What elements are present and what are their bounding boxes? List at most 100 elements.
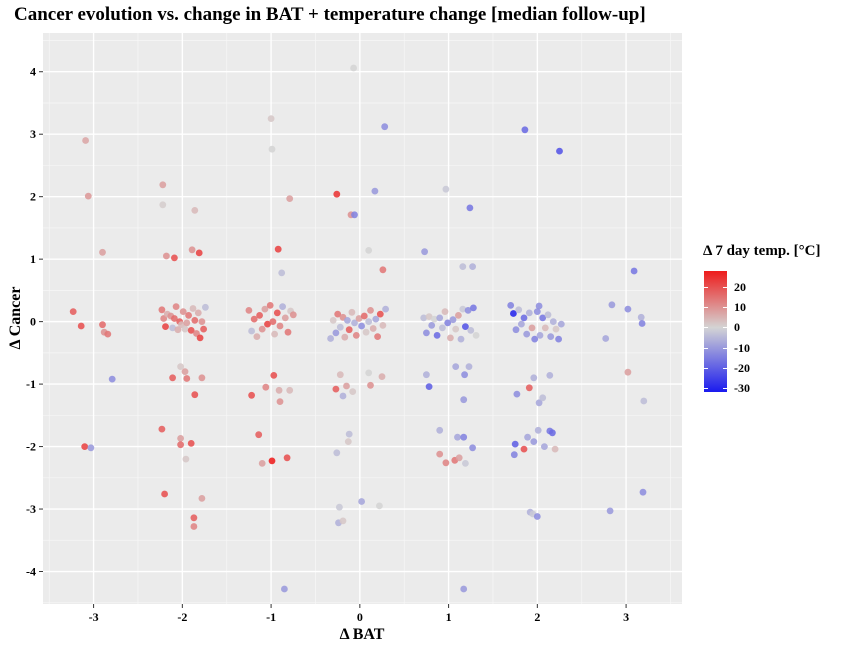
data-point <box>362 328 370 336</box>
data-point <box>183 375 191 382</box>
data-point <box>513 390 521 398</box>
data-point <box>452 325 460 333</box>
data-point <box>281 314 289 322</box>
x-tick-label: -1 <box>266 610 276 624</box>
x-tick-label: -2 <box>177 610 187 624</box>
data-point <box>433 332 441 339</box>
data-point <box>77 322 85 330</box>
data-point <box>202 303 209 311</box>
data-point <box>284 328 292 336</box>
data-point <box>455 454 463 462</box>
y-tick-label: 0 <box>30 315 36 329</box>
data-point <box>159 201 167 209</box>
data-point <box>250 315 258 323</box>
data-point <box>452 363 460 370</box>
data-point <box>269 318 277 325</box>
data-point <box>459 263 467 270</box>
data-point <box>185 312 193 319</box>
data-point <box>255 431 263 439</box>
data-point <box>467 327 475 334</box>
data-point <box>276 398 284 405</box>
data-point <box>344 317 351 324</box>
data-point <box>549 318 557 325</box>
data-point <box>169 374 177 382</box>
data-point <box>638 320 646 327</box>
data-point <box>339 517 347 525</box>
data-point <box>271 330 278 338</box>
data-point <box>521 126 529 134</box>
legend-tick-label: 20 <box>734 280 746 295</box>
data-point <box>525 384 533 392</box>
data-point <box>523 330 531 338</box>
data-point <box>371 187 379 195</box>
data-point <box>191 207 199 214</box>
x-axis-title: Δ BAT <box>340 626 385 643</box>
data-point <box>420 314 428 322</box>
legend-tick-label: 10 <box>734 300 746 315</box>
data-point <box>376 502 383 510</box>
data-point <box>69 308 77 315</box>
data-point <box>381 123 389 131</box>
data-point <box>286 195 294 203</box>
data-point <box>378 373 386 380</box>
data-point <box>190 514 198 522</box>
data-point <box>177 441 185 449</box>
data-point <box>198 495 206 502</box>
data-point <box>350 64 357 72</box>
data-point <box>333 190 341 198</box>
data-point <box>535 302 543 310</box>
y-tick-label: -1 <box>26 377 36 391</box>
data-point <box>336 323 344 331</box>
data-point <box>376 310 384 318</box>
legend-tick-mark <box>704 327 708 329</box>
y-tick-label: 4 <box>30 65 36 79</box>
data-point <box>436 426 444 434</box>
data-point <box>82 137 89 144</box>
data-point <box>84 192 92 200</box>
data-point <box>172 303 180 310</box>
data-point <box>352 332 360 339</box>
data-point <box>510 451 518 459</box>
data-point <box>640 397 648 405</box>
data-point <box>187 327 195 334</box>
legend-tick-mark <box>704 307 708 309</box>
data-point <box>248 327 256 335</box>
data-point <box>81 443 89 450</box>
data-point <box>161 490 169 498</box>
data-point <box>182 455 190 463</box>
data-point <box>158 425 166 433</box>
legend-tick-mark <box>704 387 708 389</box>
data-point <box>608 301 616 309</box>
data-point <box>281 585 288 593</box>
data-point <box>469 263 476 270</box>
data-point <box>512 326 520 334</box>
data-point <box>329 317 337 324</box>
data-point <box>556 147 563 155</box>
data-point <box>286 386 294 394</box>
data-point <box>345 430 353 438</box>
data-point <box>177 363 185 370</box>
legend-tick-mark <box>723 327 727 329</box>
data-point <box>264 320 271 328</box>
legend-tick-label: -10 <box>734 340 750 355</box>
data-point <box>270 372 278 379</box>
data-point <box>276 322 284 330</box>
data-point <box>455 312 462 319</box>
legend-tick-mark <box>723 307 727 309</box>
data-point <box>181 368 189 375</box>
data-point <box>470 304 477 312</box>
data-point <box>539 394 547 402</box>
data-point <box>551 445 559 453</box>
data-point <box>262 383 270 391</box>
data-point <box>510 310 517 317</box>
data-point <box>87 444 95 452</box>
y-axis-title: Δ Cancer <box>7 287 24 350</box>
y-axis-ticks: -4 -3 -2 -1 0 1 2 3 4 <box>26 65 43 579</box>
data-point <box>339 392 347 400</box>
data-point <box>421 248 428 256</box>
data-point <box>472 332 480 339</box>
data-point <box>360 312 368 320</box>
data-point <box>365 318 373 325</box>
data-points <box>69 64 648 593</box>
